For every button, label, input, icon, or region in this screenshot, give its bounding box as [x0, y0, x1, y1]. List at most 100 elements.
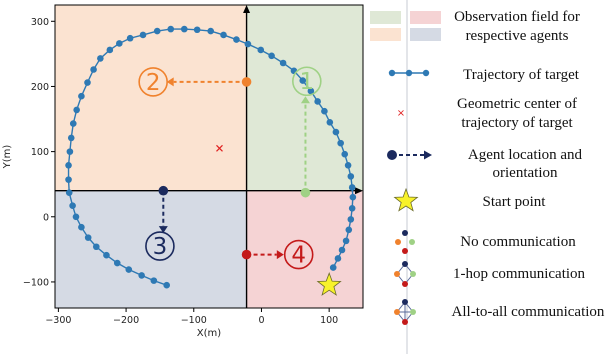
x-tick-label: 0 — [258, 315, 264, 326]
trajectory-point — [220, 31, 227, 39]
agent-3-location — [158, 185, 169, 196]
legend-trajectory-marker — [388, 69, 396, 77]
agent-4-badge-circle — [283, 239, 314, 270]
trajectory-point — [348, 184, 356, 191]
agent-2-badge-circle — [138, 67, 168, 97]
agent-2-arrowhead — [166, 77, 174, 87]
legend-swatch-agent-3 — [410, 28, 441, 41]
legend-all-to-all-label: All-to-all communication — [452, 304, 605, 320]
trajectory-point — [69, 120, 77, 127]
trajectory-point — [78, 223, 85, 231]
y-tick-label: 100 — [31, 147, 49, 158]
x-tick-label: −300 — [45, 315, 71, 326]
trajectory-point — [84, 234, 92, 241]
y-axis-label: Y(m) — [2, 145, 13, 170]
trajectory-point — [78, 92, 85, 100]
trajectory-point — [69, 202, 76, 209]
trajectory-point — [207, 27, 214, 35]
legend-trajectory-label: Trajectory of target — [463, 67, 580, 83]
trajectory-point — [138, 272, 145, 279]
legend-node — [402, 230, 408, 236]
legend-one-hop-icon — [394, 261, 416, 287]
trajectory-point — [65, 189, 73, 196]
trajectory-point — [342, 237, 350, 245]
agent-2-number: 2 — [146, 70, 161, 96]
legend-agent-line-2: orientation — [493, 165, 558, 181]
agent-3-badge-circle — [145, 231, 175, 261]
trajectory-point — [347, 216, 355, 223]
trajectory-point — [103, 251, 110, 259]
trajectory-point — [84, 79, 91, 86]
observation-region-agent-2 — [55, 5, 247, 191]
trajectory-point — [193, 26, 201, 34]
observation-region-agent-3 — [55, 190, 247, 308]
legend-node — [394, 271, 400, 277]
legend-node — [410, 309, 416, 315]
agent-3-number: 3 — [153, 234, 168, 260]
trajectory-point — [73, 106, 80, 114]
trajectory-point — [65, 161, 72, 169]
agent-4-number: 4 — [291, 243, 306, 269]
agent-2-location — [241, 77, 252, 87]
agent-3-arrowhead — [158, 226, 168, 234]
x-tick-label: 100 — [320, 315, 338, 326]
x-tick-label: −100 — [181, 315, 207, 326]
agent-1-arrowhead — [300, 96, 310, 104]
geometric-center-marker — [216, 144, 223, 152]
trajectory-point — [72, 213, 80, 221]
legend-center-x-icon: × — [397, 108, 405, 119]
legend-all-to-all-icon — [394, 299, 416, 325]
legend-node — [394, 309, 400, 315]
legend-swatch-agent-1 — [370, 11, 401, 24]
legend-observation-field-line-1: Observation field for — [454, 9, 580, 25]
start-point-star — [316, 272, 342, 296]
trajectory-point — [106, 46, 114, 54]
trajectory-point — [90, 66, 97, 73]
y-tick-label: 300 — [31, 17, 49, 28]
legend-node — [410, 271, 416, 277]
legend-center-line-1: Geometric center of — [457, 96, 577, 112]
plot-area: 1 2 3 4 −300 −200 −100 0 100 −100 0 100 200 300 X(m)… — [2, 4, 364, 339]
trajectory-point — [341, 150, 349, 158]
trajectory-point — [67, 134, 75, 142]
trajectory-point — [233, 36, 240, 43]
legend-node — [402, 261, 408, 267]
legend-node — [409, 239, 415, 245]
legend-node — [395, 239, 401, 245]
trajectory-point — [167, 25, 175, 33]
trajectory-point — [150, 277, 158, 284]
legend-node — [402, 248, 408, 254]
agent-1-number: 1 — [299, 69, 314, 95]
plot-frame — [54, 4, 364, 309]
agent-1-location — [300, 187, 311, 198]
legend-one-hop-label: 1-hop communication — [453, 266, 586, 282]
trajectory-point — [337, 139, 344, 147]
legend-start-label: Start point — [483, 194, 547, 210]
agent-1-badge-circle — [292, 66, 322, 97]
horizontal-axis-arrowhead — [355, 187, 363, 195]
trajectory-point — [349, 193, 357, 201]
legend-agent-arrowhead — [424, 150, 432, 160]
y-tick-label: 0 — [43, 212, 49, 223]
trajectory-point — [348, 205, 356, 212]
trajectory-point — [347, 173, 355, 180]
trajectory-point — [244, 40, 252, 48]
legend-start-star-icon — [393, 187, 419, 212]
legend-center-line-2: trajectory of target — [461, 115, 573, 131]
x-tick-label: −200 — [113, 315, 139, 326]
trajectory-point — [268, 52, 275, 60]
trajectory-point — [257, 46, 265, 54]
legend-agent-line-1: Agent location and — [468, 147, 583, 163]
x-axis-label: X(m) — [197, 328, 221, 339]
legend-no-communication-icon — [395, 230, 415, 254]
agent-4-location — [241, 249, 252, 260]
trajectory-point — [97, 55, 104, 62]
legend-swatch-agent-4 — [410, 11, 441, 24]
trajectory-point — [139, 31, 147, 39]
trajectory-point — [65, 176, 72, 183]
trajectory-point — [125, 266, 133, 273]
trajectory-point — [153, 27, 161, 35]
trajectory-point — [314, 98, 321, 105]
trajectory-point — [92, 243, 100, 251]
trajectory-point — [299, 77, 307, 84]
